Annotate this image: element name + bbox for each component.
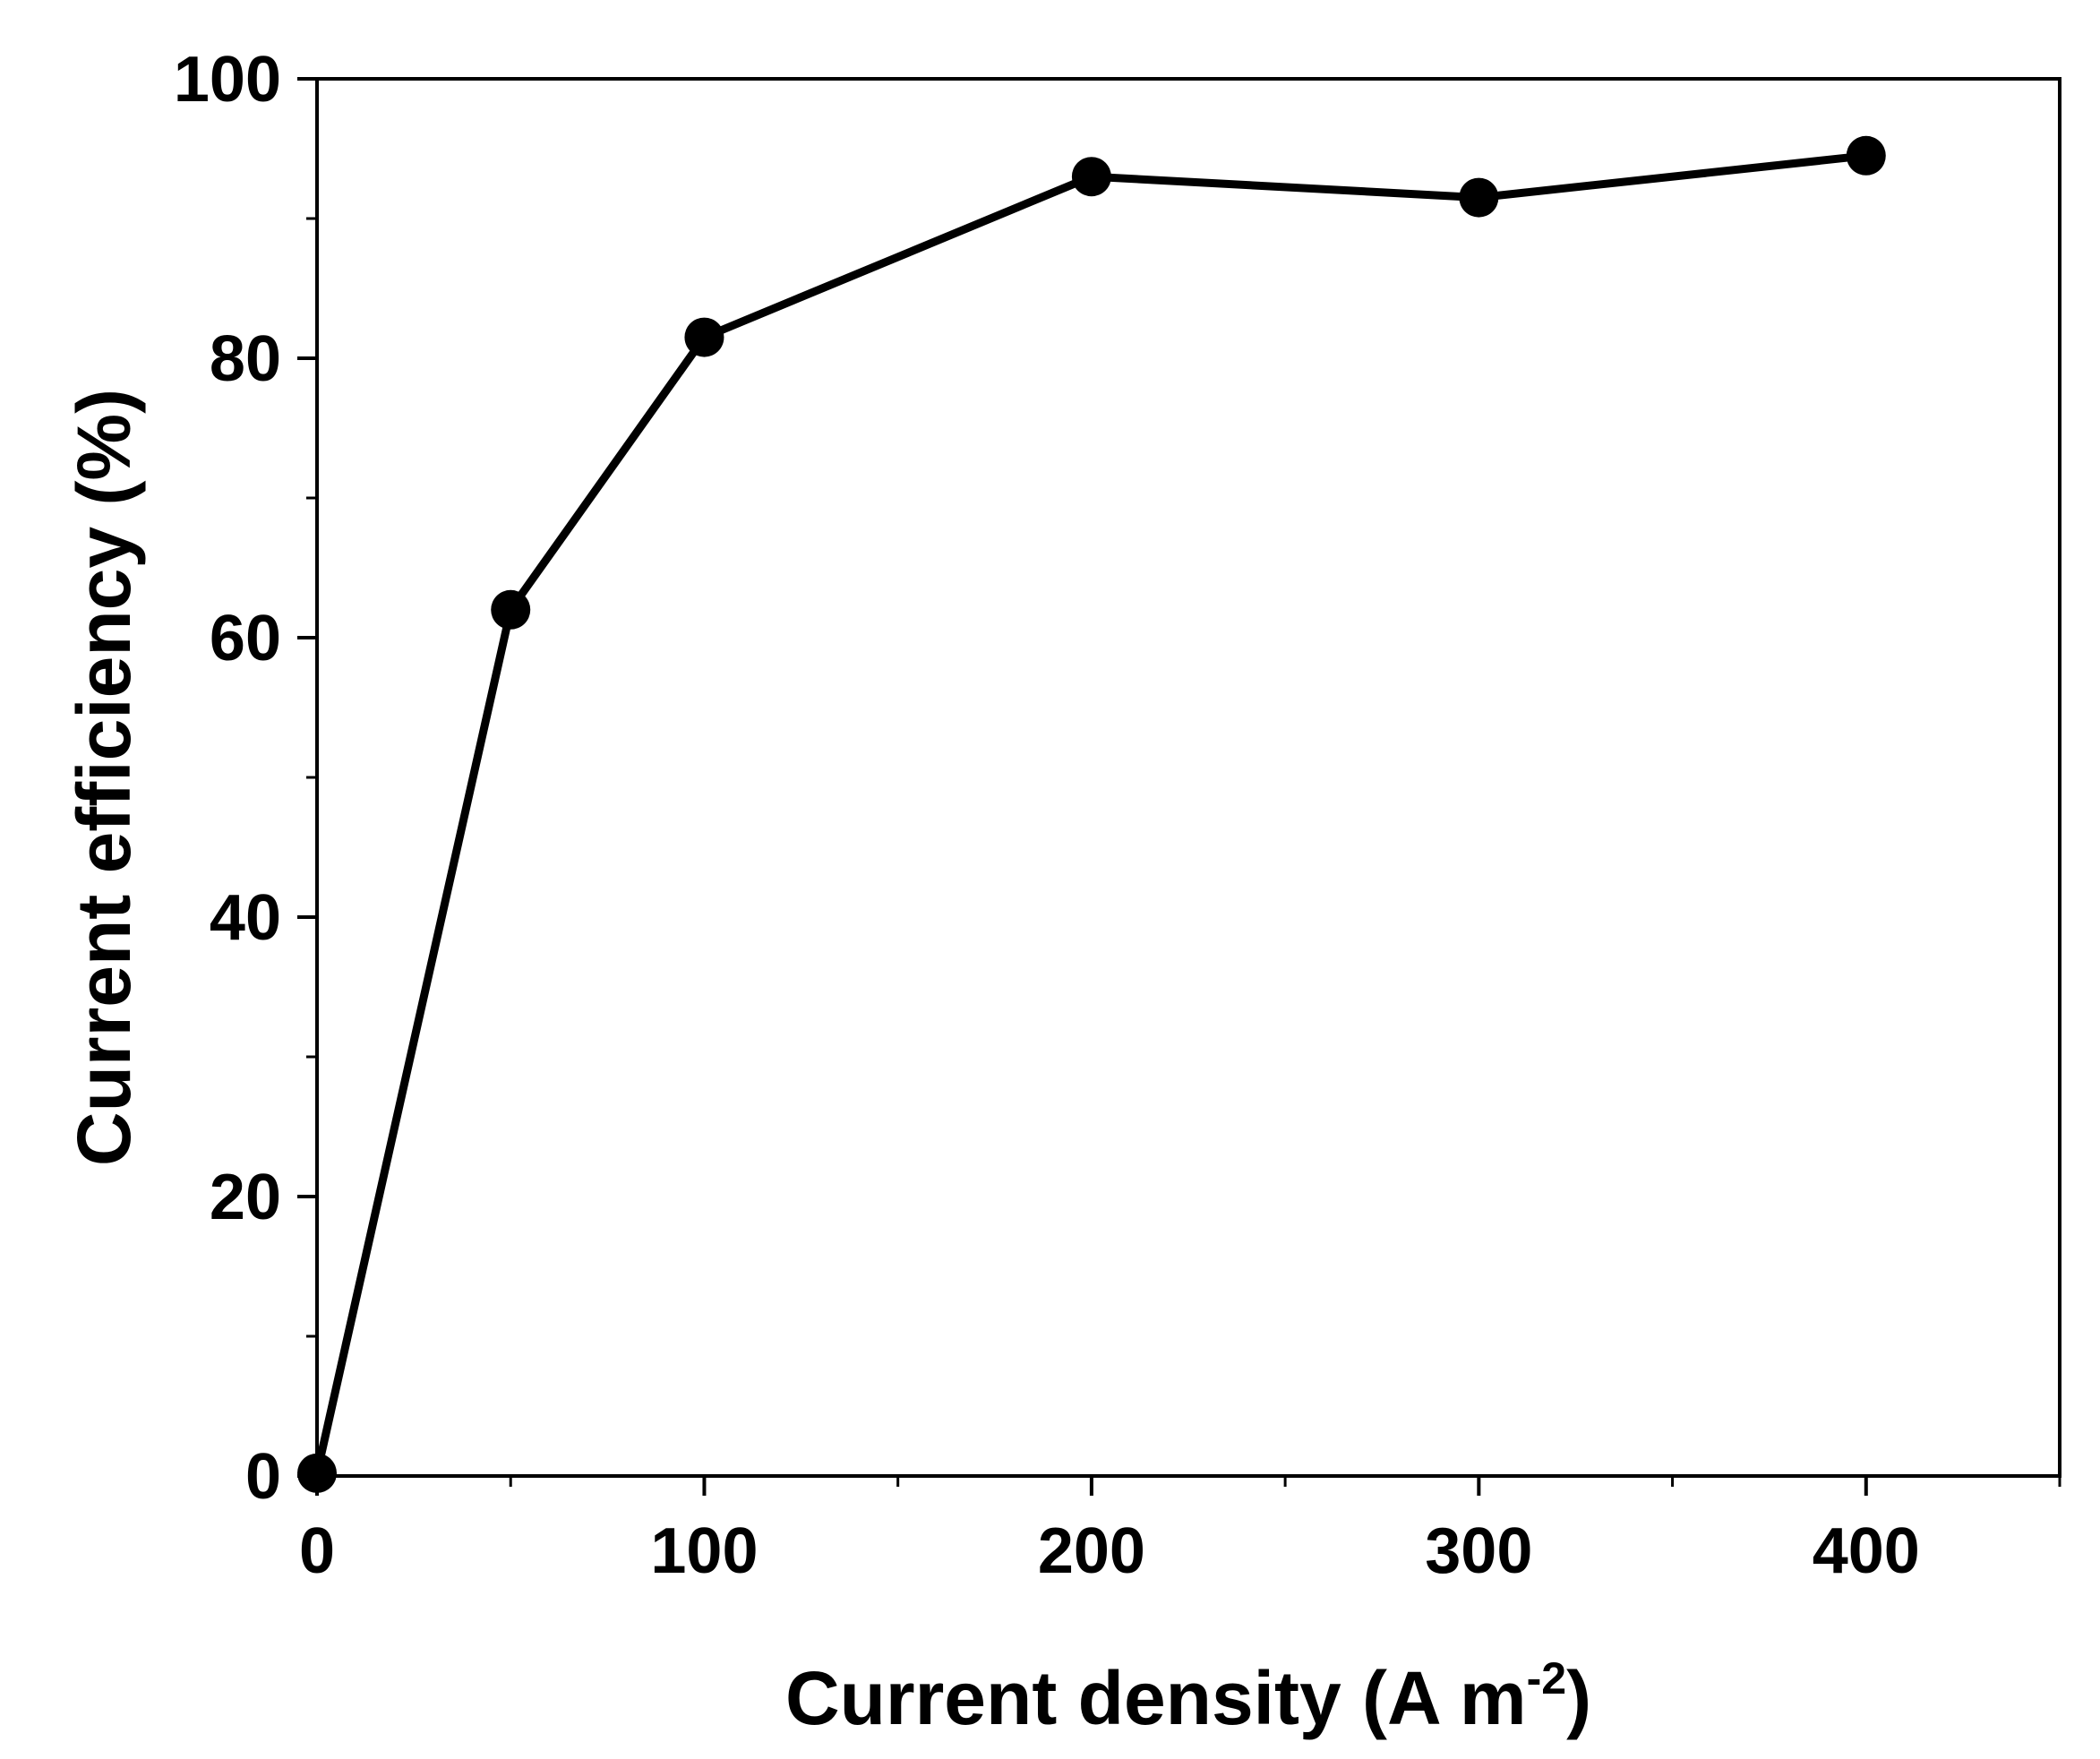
x-axis-title-main: Current density (A m [785, 1656, 1527, 1740]
x-axis-title: Current density (A m-2) [785, 1653, 1591, 1740]
x-tick-label: 200 [1038, 1515, 1145, 1587]
series-points [297, 135, 1886, 1493]
data-point [491, 589, 531, 630]
x-tick-label: 100 [650, 1515, 758, 1587]
data-point [684, 317, 724, 357]
y-tick-labels: 0 20 40 60 80 100 [174, 44, 281, 1513]
series-line [313, 151, 1867, 1474]
data-point [297, 1453, 337, 1493]
plot-frame [315, 77, 2061, 1478]
x-axis-title-superscript: -2 [1527, 1653, 1566, 1703]
x-axis-title-suffix: ) [1566, 1656, 1591, 1740]
x-tick-label: 0 [299, 1515, 335, 1587]
y-axis-title: Current efficiency (%) [62, 389, 146, 1166]
x-tick-label: 300 [1425, 1515, 1532, 1587]
y-tick-label: 40 [210, 882, 281, 954]
y-tick-label: 20 [210, 1162, 281, 1233]
data-point [1459, 177, 1499, 218]
y-tick-label: 80 [210, 323, 281, 395]
major-ticks [297, 77, 1868, 1496]
y-tick-label: 60 [210, 603, 281, 674]
minor-ticks [306, 217, 2061, 1487]
data-point [1846, 135, 1886, 176]
y-tick-label: 0 [245, 1441, 281, 1513]
x-tick-labels: 0 100 200 300 400 [299, 1515, 1920, 1587]
data-point [1071, 157, 1111, 197]
x-tick-label: 400 [1813, 1515, 1920, 1587]
y-tick-label: 100 [174, 44, 281, 116]
